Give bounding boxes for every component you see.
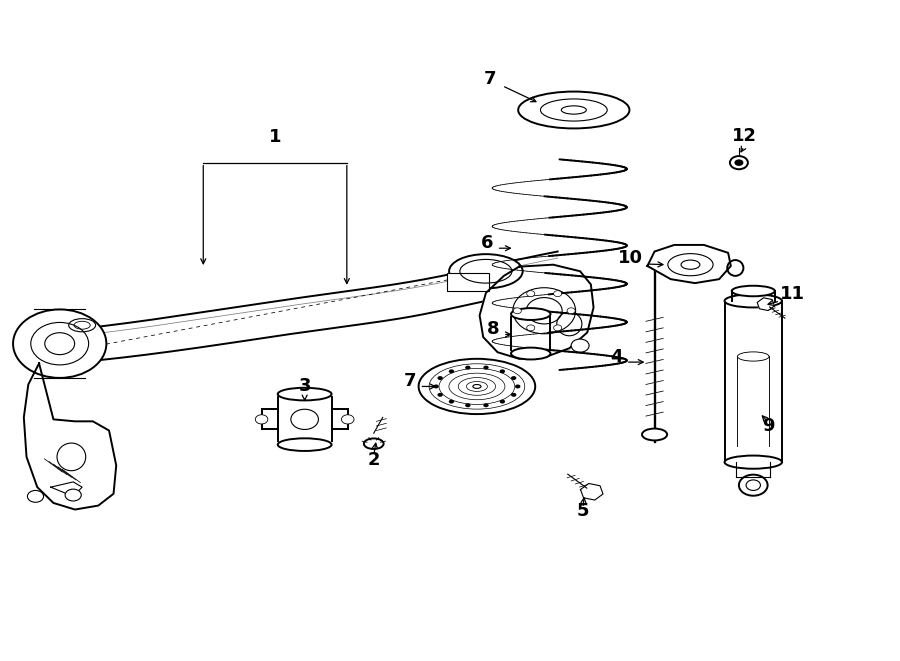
Circle shape <box>500 369 505 373</box>
Circle shape <box>730 156 748 169</box>
Circle shape <box>27 490 43 502</box>
Circle shape <box>437 393 443 397</box>
Ellipse shape <box>732 286 775 296</box>
Ellipse shape <box>472 385 481 389</box>
Text: 7: 7 <box>484 69 497 88</box>
Circle shape <box>434 385 439 389</box>
Polygon shape <box>757 298 775 311</box>
Circle shape <box>515 385 520 389</box>
Polygon shape <box>50 482 82 496</box>
Circle shape <box>437 376 443 380</box>
Circle shape <box>526 291 535 297</box>
Text: 4: 4 <box>610 348 622 366</box>
Circle shape <box>483 403 489 407</box>
Circle shape <box>513 308 521 314</box>
Ellipse shape <box>724 294 782 307</box>
Circle shape <box>739 475 768 496</box>
Circle shape <box>465 366 471 369</box>
Circle shape <box>291 409 319 430</box>
Ellipse shape <box>511 308 551 320</box>
Circle shape <box>554 291 562 297</box>
Ellipse shape <box>518 92 629 128</box>
Text: 1: 1 <box>269 128 282 146</box>
Polygon shape <box>64 252 558 364</box>
Ellipse shape <box>724 455 782 469</box>
Text: 7: 7 <box>403 372 416 391</box>
Ellipse shape <box>737 352 769 361</box>
Circle shape <box>567 308 575 314</box>
Ellipse shape <box>449 254 523 288</box>
Circle shape <box>65 489 81 501</box>
Ellipse shape <box>68 319 95 332</box>
Circle shape <box>483 366 489 369</box>
Text: 12: 12 <box>732 127 757 145</box>
Circle shape <box>500 400 505 404</box>
Text: 9: 9 <box>762 416 775 434</box>
Polygon shape <box>647 245 731 283</box>
Polygon shape <box>480 264 594 359</box>
Text: 8: 8 <box>487 321 500 338</box>
Circle shape <box>341 414 354 424</box>
Text: 6: 6 <box>481 234 493 253</box>
Ellipse shape <box>681 260 700 269</box>
Circle shape <box>572 339 590 352</box>
Circle shape <box>511 393 517 397</box>
Circle shape <box>449 369 454 373</box>
Ellipse shape <box>364 438 383 449</box>
Bar <box>447 272 489 291</box>
Polygon shape <box>23 364 116 510</box>
Circle shape <box>526 325 535 330</box>
Ellipse shape <box>727 260 743 276</box>
Circle shape <box>734 159 743 166</box>
Ellipse shape <box>278 388 331 401</box>
Ellipse shape <box>642 428 667 440</box>
Circle shape <box>449 400 454 404</box>
Ellipse shape <box>278 438 331 451</box>
Polygon shape <box>580 483 603 500</box>
Circle shape <box>14 309 106 378</box>
Circle shape <box>511 376 517 380</box>
Text: 2: 2 <box>367 451 380 469</box>
Text: 3: 3 <box>299 377 310 395</box>
Circle shape <box>465 403 471 407</box>
Text: 10: 10 <box>618 249 643 267</box>
Ellipse shape <box>418 359 536 414</box>
Circle shape <box>554 325 562 330</box>
Circle shape <box>256 414 268 424</box>
Text: 5: 5 <box>577 502 589 520</box>
Ellipse shape <box>511 348 551 360</box>
Text: 11: 11 <box>780 285 806 303</box>
